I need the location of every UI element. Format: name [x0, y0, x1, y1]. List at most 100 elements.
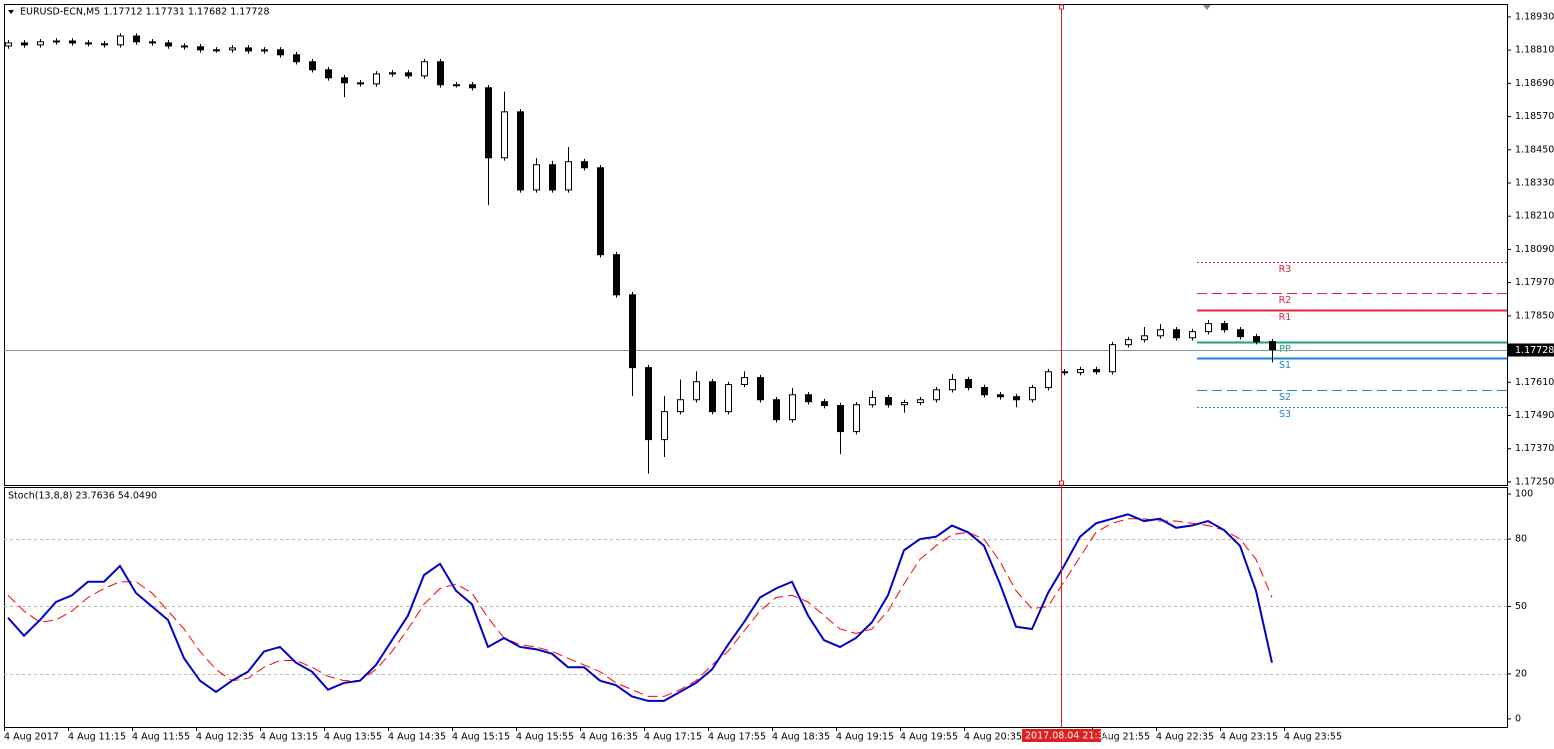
candle-body: [965, 379, 972, 389]
candle-body: [341, 77, 348, 84]
candle-body: [389, 72, 396, 75]
candle-body: [37, 41, 44, 46]
y-tick-label: 1.17250: [1515, 476, 1554, 487]
candle-body: [789, 394, 796, 421]
candle-body: [581, 161, 588, 169]
candle-body: [901, 402, 908, 406]
candle-body: [613, 254, 620, 296]
candle-body: [165, 42, 172, 47]
candle-body: [725, 384, 732, 413]
candle-body: [757, 377, 764, 401]
pivot-label: S3: [1279, 409, 1291, 420]
candle-body: [1157, 329, 1164, 337]
candle-body: [1061, 371, 1068, 374]
candle-body: [5, 42, 12, 47]
candle-body: [517, 111, 524, 191]
crosshair-label: 2017.08.04 21:35: [1025, 731, 1110, 742]
y-tick-label: 0: [1515, 713, 1521, 724]
candle-body: [181, 45, 188, 48]
y-tick-label: 1.17490: [1515, 410, 1554, 421]
candle-body: [1077, 369, 1084, 374]
candle-body: [469, 84, 476, 89]
candle-body: [885, 397, 892, 406]
candle-body: [501, 111, 508, 159]
candle-body: [1029, 387, 1036, 401]
candle-body: [773, 399, 780, 421]
x-tick-label: 4 Aug 19:55: [900, 732, 958, 743]
y-tick-label: 1.17970: [1515, 277, 1554, 288]
candle-body: [437, 61, 444, 86]
candle-body: [1221, 323, 1228, 331]
candle-body: [245, 47, 252, 52]
candle-body: [533, 164, 540, 191]
x-tick-label: 4 Aug 11:15: [68, 732, 126, 743]
y-tick-label: 20: [1515, 668, 1527, 679]
shift-marker: [1203, 5, 1211, 10]
candle-body: [261, 49, 268, 52]
candle-body: [309, 61, 316, 71]
candle-body: [21, 42, 28, 46]
candle-body: [69, 40, 76, 44]
bid-label: 1.17728: [1515, 345, 1554, 356]
y-tick-label: 1.17850: [1515, 310, 1554, 321]
candle-body: [949, 379, 956, 391]
candle-body: [197, 46, 204, 51]
candle-body: [1253, 336, 1260, 343]
pivot-label: PP: [1279, 344, 1291, 355]
y-tick-label: 1.17370: [1515, 443, 1554, 454]
y-tick-label: 1.18090: [1515, 244, 1554, 255]
stoch-panel: [4, 487, 1508, 728]
x-tick-label: 4 Aug 14:35: [388, 732, 446, 743]
x-tick-label: 4 Aug 17:55: [708, 732, 766, 743]
y-tick-label: 1.17610: [1515, 377, 1554, 388]
menu-arrow: [8, 10, 14, 14]
candle-body: [917, 399, 924, 404]
candle-body: [1269, 341, 1276, 351]
candle-body: [1205, 323, 1212, 333]
candle-body: [405, 72, 412, 77]
candle-body: [549, 164, 556, 191]
candle-body: [981, 387, 988, 396]
y-tick-label: 1.18810: [1515, 45, 1554, 56]
candle-body: [837, 405, 844, 433]
candle-body: [85, 42, 92, 45]
candle-body: [1013, 396, 1020, 401]
pivot-label: R3: [1279, 264, 1292, 275]
candle-body: [485, 87, 492, 159]
stoch-title: Stoch(13,8,8) 23.7636 54.0490: [8, 491, 157, 502]
candle-body: [565, 161, 572, 191]
candle-body: [1141, 335, 1148, 341]
candle-body: [229, 47, 236, 51]
y-tick-label: 1.18930: [1515, 11, 1554, 22]
candle-body: [821, 401, 828, 407]
candle-body: [853, 404, 860, 433]
x-tick-label: 4 Aug 13:55: [324, 732, 382, 743]
y-tick-label: 1.18450: [1515, 144, 1554, 155]
candle-body: [133, 35, 140, 43]
candle-body: [1173, 329, 1180, 339]
candle-body: [1237, 329, 1244, 338]
x-tick-label: 4 Aug 11:55: [132, 732, 190, 743]
pivot-label: R1: [1279, 312, 1292, 323]
x-tick-label: 4 Aug 19:15: [836, 732, 894, 743]
x-tick-label: 4 Aug 2017: [4, 732, 59, 743]
x-tick-label: 4 Aug 12:35: [196, 732, 254, 743]
pivot-label: R2: [1279, 295, 1292, 306]
x-tick-label: 4 Aug 13:15: [260, 732, 318, 743]
candle-body: [101, 43, 108, 46]
x-tick-label: 4 Aug 20:35: [964, 732, 1022, 743]
candle-body: [597, 167, 604, 256]
candle-body: [149, 41, 156, 44]
candle-body: [213, 49, 220, 52]
candle-body: [677, 399, 684, 413]
y-tick-label: 1.18330: [1515, 177, 1554, 188]
y-tick-label: 100: [1515, 489, 1533, 500]
candle-body: [357, 82, 364, 85]
crosshair-handle: [1059, 4, 1064, 10]
candle-body: [629, 294, 636, 369]
candle-body: [805, 394, 812, 403]
candle-body: [1125, 339, 1132, 346]
